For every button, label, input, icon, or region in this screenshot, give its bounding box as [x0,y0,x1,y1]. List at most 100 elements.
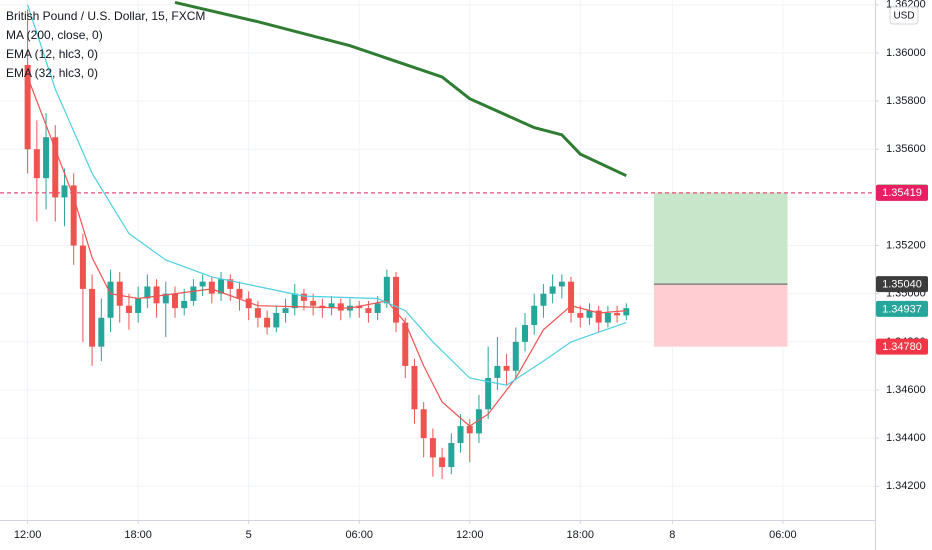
candle-body [466,426,473,434]
candle-body [512,341,519,371]
candle-body [218,279,225,294]
x-tick-label: 12:00 [14,529,42,541]
candle-body [144,286,151,299]
candle-body [568,281,575,313]
candle-body [116,281,123,306]
candle-body [604,312,611,323]
candle-body [98,317,105,347]
candle-body [245,298,252,309]
candle-body [531,305,538,325]
candle-body [79,245,86,289]
candle-body [614,312,621,316]
candle-body [310,300,317,306]
candle-body [33,149,40,179]
candle-body [300,293,307,301]
candle-body [448,442,455,468]
profit-zone [653,192,788,285]
candle-body [494,365,501,378]
candle-body [586,310,593,318]
price-tag [876,300,928,317]
candle-body [107,281,114,318]
candle-body [162,293,169,304]
candle-body [420,409,427,439]
candle-body [475,409,482,434]
candle-body [282,308,289,313]
candle-body [43,137,50,179]
indicator-line [174,0,627,178]
candle-body [264,317,271,328]
legend-entry: MA (200, close, 0) [6,28,103,42]
candle-body [153,286,160,304]
candle-body [172,293,178,309]
candle-body [558,281,565,287]
candle-body [383,276,390,304]
candle-body [439,457,446,468]
y-tick-label: 1.34600 [886,384,926,396]
price-tag [876,184,928,201]
price-axis-bg [875,0,932,550]
time-axis-bg [0,520,875,550]
candle-body [199,281,206,287]
candle-body [540,293,547,306]
x-tick-label: 5 [246,529,252,541]
x-tick-label: 06:00 [769,529,797,541]
candle-body [457,426,464,443]
candle-body [503,365,510,371]
y-tick-label: 1.34200 [886,480,926,492]
candle-body [208,281,215,294]
price-tag-label: 1.35040 [882,278,922,290]
candle-body [485,377,492,410]
x-tick-label: 06:00 [345,529,373,541]
y-tick-label: 1.35800 [886,95,926,107]
candle-body [577,312,584,318]
legend-entry: EMA (32, hlc3, 0) [6,66,98,80]
candle-body [291,293,298,309]
candle-body [254,308,261,318]
candle-body [402,322,409,366]
candle-body [135,298,142,313]
indicator-line [27,76,627,427]
chart-title: British Pound / U.S. Dollar, 15, FXCM [6,9,205,23]
candle-body [61,185,68,198]
candle-body [236,288,243,299]
candle-body [522,325,528,342]
indicator-line [27,4,627,386]
loss-zone [653,284,788,347]
y-tick-label: 1.34400 [886,432,926,444]
candle-body [393,276,400,323]
price-tag-label: 1.34937 [882,303,922,315]
currency-label: USD [893,11,914,22]
x-tick-label: 8 [669,529,675,541]
y-tick-label: 1.35600 [886,143,926,155]
x-tick-label: 18:00 [124,529,152,541]
legend-entry: EMA (12, hlc3, 0) [6,47,98,61]
price-tag-label: 1.35419 [882,187,922,199]
candle-body [337,303,344,311]
y-tick-label: 1.35200 [886,239,926,251]
candle-body [52,137,59,198]
candle-body [411,365,418,410]
price-tag [876,338,928,355]
price-tag [876,276,928,293]
candle-body [24,65,31,150]
candle-body [595,310,602,323]
candle-body [89,288,96,347]
candle-body [181,300,188,309]
candle-body [227,279,234,289]
candle-body [190,286,197,301]
candle-body [125,305,132,313]
x-tick-label: 12:00 [456,529,484,541]
candle-body [328,303,335,309]
candle-body [356,305,363,309]
price-tag-label: 1.34780 [882,341,922,353]
candle-body [273,312,280,328]
candle-body [429,438,436,458]
candle-body [365,308,372,313]
candle-body [549,286,556,294]
currency-box [889,6,919,25]
y-tick-label: 1.36200 [886,0,926,11]
candle-body [70,185,77,246]
